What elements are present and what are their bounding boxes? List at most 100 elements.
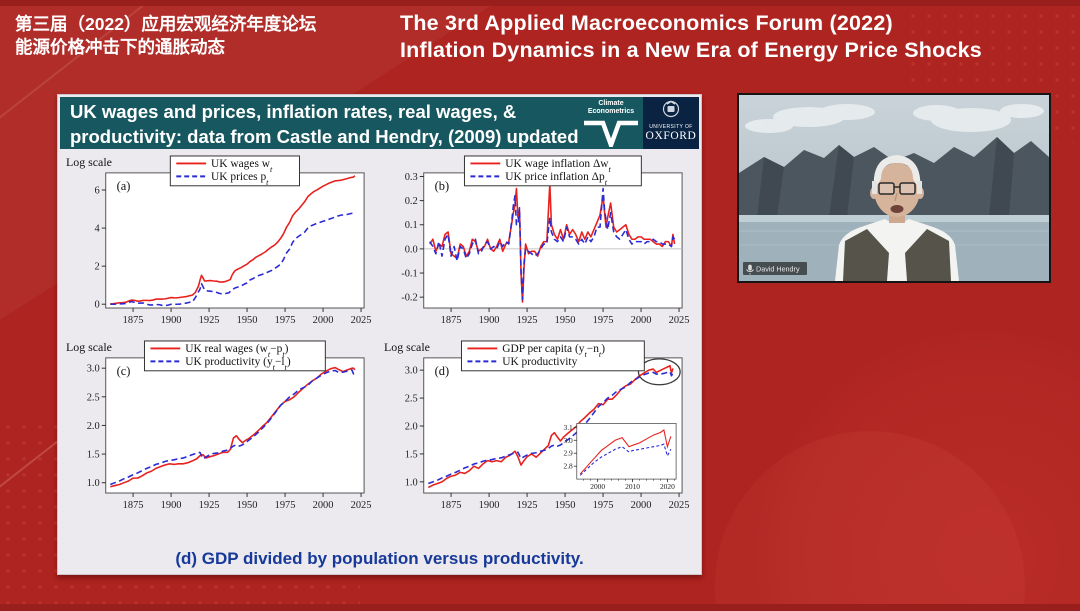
svg-text:1.5: 1.5 [87, 449, 100, 460]
svg-text:3.0: 3.0 [405, 366, 418, 377]
svg-text:2000: 2000 [631, 500, 652, 511]
chart-panel-b: 1875 1900 1925 1950 1975 2000 2025 -0.2 -0.1 0.0 0… [380, 153, 696, 330]
svg-text:1925: 1925 [199, 500, 220, 511]
svg-text:UK wages wt: UK wages wt [211, 158, 273, 174]
chart-panel-a: 1875 1900 1925 1950 1975 2000 2025 0 2 4 6 Log scal… [62, 153, 378, 330]
svg-text:6: 6 [95, 185, 100, 196]
svg-text:2.8: 2.8 [563, 462, 573, 471]
mountain-shadows [757, 137, 1014, 217]
svg-text:1950: 1950 [237, 500, 258, 511]
white-hair [873, 155, 921, 190]
slide-title-line2: productivity: data from Castle and Hendr… [70, 126, 579, 147]
climate-econometrics-logo: Climate Econometrics [579, 97, 643, 152]
svg-text:1900: 1900 [479, 315, 500, 326]
svg-text:2020: 2020 [660, 482, 675, 491]
slide-title: UK wages and prices, inflation rates, re… [60, 97, 579, 149]
chart-grid: 1875 1900 1925 1950 1975 2000 2025 0 2 4 6 Log scal… [62, 153, 698, 515]
glasses-icon [878, 182, 916, 195]
svg-text:2: 2 [95, 262, 100, 273]
svg-text:2.0: 2.0 [405, 421, 418, 432]
svg-text:Log scale: Log scale [384, 340, 430, 354]
series-uk-wages-w-t [110, 175, 356, 305]
climate-logo-text-line1: Climate [598, 100, 624, 107]
svg-text:GDP per capita (yt−nt): GDP per capita (yt−nt) [502, 343, 605, 359]
svg-text:2025: 2025 [669, 500, 690, 511]
svg-text:1.0: 1.0 [87, 478, 100, 489]
svg-text:2000: 2000 [313, 315, 334, 326]
svg-text:2000: 2000 [590, 482, 605, 491]
chart-svg-a: 1875 1900 1925 1950 1975 2000 2025 0 2 4 6 Log scal… [66, 155, 371, 326]
svg-text:3.1: 3.1 [563, 423, 573, 432]
svg-text:1875: 1875 [441, 500, 462, 511]
svg-text:1900: 1900 [479, 500, 500, 511]
climate-v-mark-icon [584, 120, 638, 152]
svg-text:1975: 1975 [275, 500, 296, 511]
forum-title-en-line2: Inflation Dynamics in a New Era of Energ… [400, 37, 982, 62]
mouth [890, 205, 904, 213]
oxford-crest-icon [662, 100, 680, 118]
series-uk-productivity-y-t-l-t [110, 368, 356, 486]
svg-text:(d): (d) [435, 364, 449, 378]
svg-text:2.5: 2.5 [405, 393, 418, 404]
chart-panel-c: 1875 1900 1925 1950 1975 2000 2025 1.0 1.5 2.0 2.5… [62, 338, 378, 515]
oxford-logo-text-line1: UNIVERSITY OF [649, 124, 693, 130]
svg-text:(b): (b) [435, 179, 449, 193]
name-tag-label: David Hendry [756, 265, 800, 274]
forum-title-chinese: 第三届（2022）应用宏观经济年度论坛 能源价格冲击下的通胀动态 [15, 13, 316, 59]
svg-text:1875: 1875 [123, 500, 144, 511]
oxford-logo-text-line2: OXFORD [645, 130, 697, 142]
svg-text:0: 0 [95, 300, 100, 311]
svg-text:UK productivity: UK productivity [502, 356, 577, 368]
presentation-slide: UK wages and prices, inflation rates, re… [57, 94, 702, 575]
svg-text:0.2: 0.2 [405, 196, 418, 207]
oxford-logo: UNIVERSITY OF OXFORD [643, 97, 699, 149]
bg-bottom-strip [0, 604, 1080, 611]
svg-text:-0.1: -0.1 [401, 269, 418, 280]
svg-text:1950: 1950 [237, 315, 258, 326]
svg-text:Log scale: Log scale [66, 340, 112, 354]
chart-svg-c: 1875 1900 1925 1950 1975 2000 2025 1.0 1.5 2.0 2.5… [66, 340, 372, 511]
svg-text:1.5: 1.5 [405, 449, 418, 460]
svg-text:0.0: 0.0 [405, 244, 418, 255]
svg-text:2000: 2000 [313, 500, 334, 511]
svg-text:UK real wages (wt−pt): UK real wages (wt−pt) [185, 343, 288, 359]
svg-text:UK wage inflation Δwt: UK wage inflation Δwt [505, 158, 611, 174]
svg-text:0.3: 0.3 [405, 172, 418, 183]
chart-svg-d: 1875 1900 1925 1950 1975 2000 2025 1.0 1.5 2.0 2.5… [384, 340, 690, 511]
forum-title-cn-line2: 能源价格冲击下的通胀动态 [15, 37, 225, 57]
climate-logo-text-line2: Econometrics [587, 107, 635, 115]
svg-text:2.5: 2.5 [87, 392, 100, 403]
bg-top-strip [0, 0, 1080, 6]
mic-icon [746, 264, 754, 275]
svg-text:1975: 1975 [593, 315, 614, 326]
svg-text:1950: 1950 [555, 500, 576, 511]
chart-svg-b: 1875 1900 1925 1950 1975 2000 2025 -0.2 -0.1 0.0 0… [401, 155, 690, 326]
svg-text:1875: 1875 [441, 315, 462, 326]
svg-text:3.0: 3.0 [563, 436, 573, 445]
svg-text:UK productivity (yt−lt): UK productivity (yt−lt) [185, 356, 291, 372]
slide-title-line1: UK wages and prices, inflation rates, re… [70, 101, 517, 122]
slide-caption: (d) GDP divided by population versus pro… [175, 549, 584, 568]
svg-text:2010: 2010 [625, 482, 640, 491]
svg-text:-0.2: -0.2 [401, 293, 418, 304]
svg-text:2025: 2025 [669, 315, 690, 326]
svg-text:(a): (a) [117, 179, 131, 193]
speaker-figure [835, 155, 959, 281]
svg-text:2000: 2000 [631, 315, 652, 326]
svg-text:2.9: 2.9 [563, 449, 573, 458]
svg-text:1975: 1975 [275, 315, 296, 326]
forum-title-en-line1: The 3rd Applied Macroeconomics Forum (20… [400, 11, 893, 35]
legend-box [460, 340, 645, 372]
slide-title-bar: UK wages and prices, inflation rates, re… [60, 97, 699, 152]
legend-box [169, 155, 300, 187]
clouds [745, 104, 1044, 133]
forum-title-cn-line1: 第三届（2022）应用宏观经济年度论坛 [15, 14, 317, 34]
svg-text:1925: 1925 [517, 500, 538, 511]
svg-text:1875: 1875 [123, 315, 144, 326]
svg-text:2025: 2025 [351, 500, 372, 511]
speaker-scene: David Hendry [739, 95, 1049, 281]
legend-box [463, 155, 642, 187]
svg-text:1950: 1950 [555, 315, 576, 326]
speaker-video-tile[interactable]: David Hendry [737, 93, 1051, 283]
